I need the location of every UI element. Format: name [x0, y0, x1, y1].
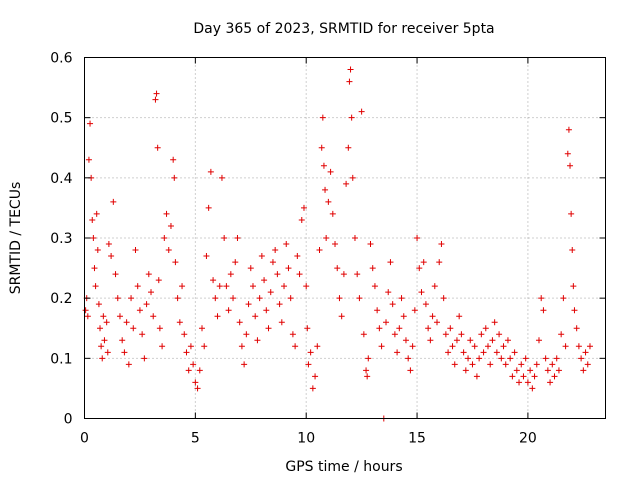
x-tick-label: 20: [519, 431, 537, 447]
y-tick-label: 0.6: [50, 51, 72, 67]
chart-background: [0, 0, 640, 480]
y-tick-label: 0.4: [50, 171, 72, 187]
x-tick-label: 10: [297, 431, 315, 447]
y-tick-label: 0.2: [50, 291, 72, 307]
y-tick-label: 0: [64, 412, 73, 428]
x-tick-label: 15: [408, 431, 426, 447]
x-tick-label: 0: [80, 431, 89, 447]
y-tick-label: 0.1: [50, 351, 72, 367]
x-axis-label: GPS time / hours: [285, 459, 402, 475]
y-tick-label: 0.5: [50, 111, 72, 127]
chart-title: Day 365 of 2023, SRMTID for receiver 5pt…: [193, 21, 494, 37]
y-tick-label: 0.3: [50, 231, 72, 247]
y-axis-label: SRMTID / TECUs: [8, 182, 24, 295]
x-tick-label: 5: [191, 431, 200, 447]
scatter-chart: 0 0.1 0.2 0.3 0.4 0.5 0.6 0 5 10 15 20 Day 365 of 2…: [0, 0, 640, 480]
